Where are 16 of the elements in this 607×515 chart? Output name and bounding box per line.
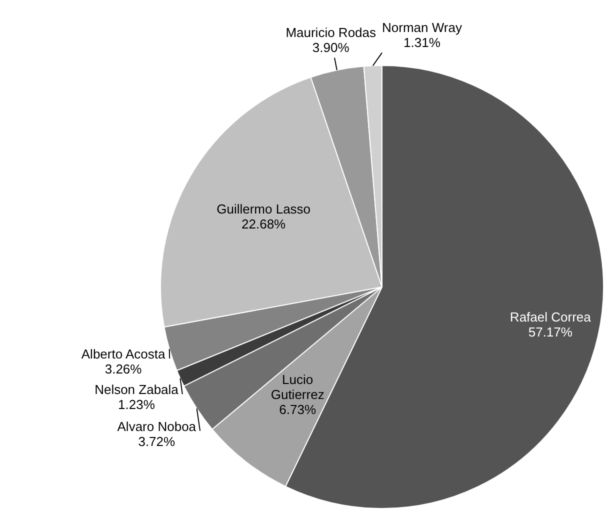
data-label: 1.23% <box>118 397 156 412</box>
slice-label: Lucio Gutierrez <box>270 372 324 402</box>
data-label: 3.90% <box>312 40 350 55</box>
slice-label: Alberto Acosta <box>81 346 166 362</box>
data-label: 57.17% <box>528 324 573 340</box>
slice-label: Guillermo Lasso <box>216 202 311 217</box>
slice-label: Mauricio Rodas <box>286 24 376 40</box>
slice-label: Rafael Correa <box>510 310 592 325</box>
slice-label: Alvaro Noboa <box>117 418 197 434</box>
data-label: 1.31% <box>404 34 441 50</box>
slice-label: Norman Wray <box>382 20 462 35</box>
data-label: 3.72% <box>138 434 176 449</box>
data-label: 22.68% <box>242 216 286 232</box>
slice-label: Nelson Zabala <box>94 382 180 398</box>
data-label: 6.73% <box>279 402 316 417</box>
data-label: 3.26% <box>104 362 142 377</box>
